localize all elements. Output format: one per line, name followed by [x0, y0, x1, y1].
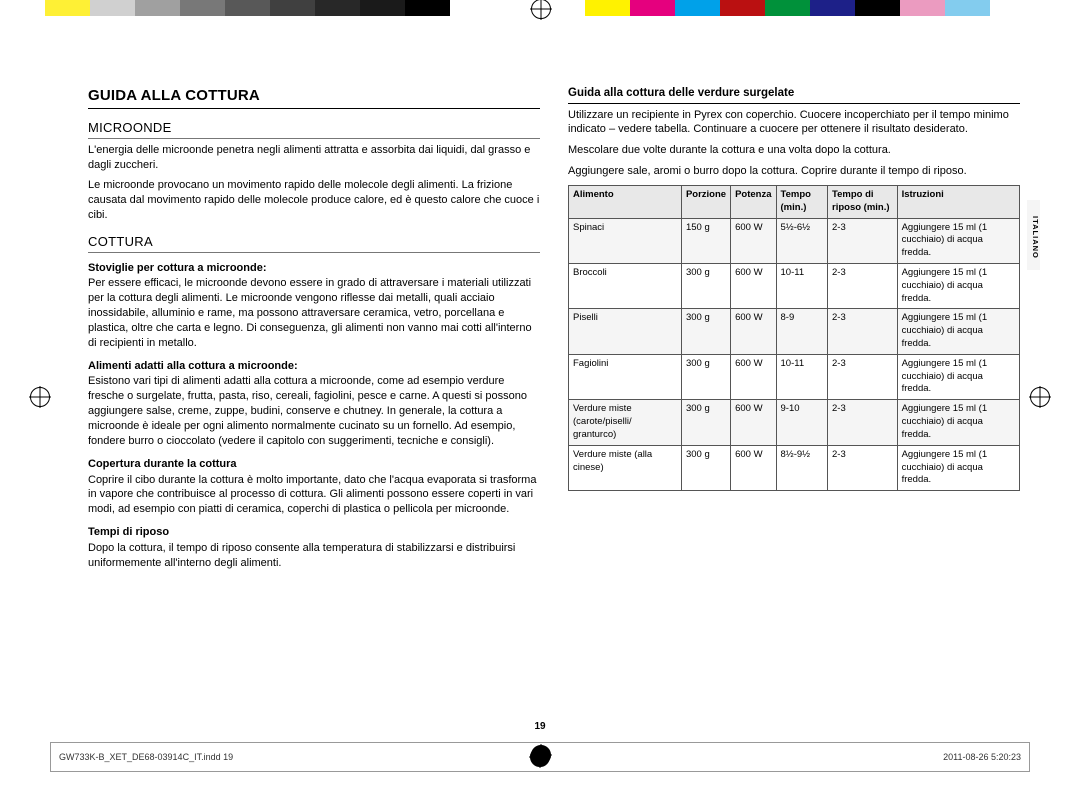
- footer-right: 2011-08-26 5:20:23: [943, 752, 1021, 762]
- table-cell: 300 g: [681, 445, 730, 490]
- para: Utilizzare un recipiente in Pyrex con co…: [568, 108, 1020, 138]
- table-cell: 600 W: [731, 445, 776, 490]
- table-cell: Fagiolini: [569, 354, 682, 399]
- para: Aggiungere sale, aromi o burro dopo la c…: [568, 164, 1020, 179]
- table-header: Istruzioni: [897, 185, 1019, 218]
- table-cell: 2-3: [828, 263, 898, 308]
- table-cell: 600 W: [731, 218, 776, 263]
- table-row: Broccoli300 g600 W10-112-3Aggiungere 15 …: [569, 263, 1020, 308]
- section-microonde: MICROONDE: [88, 119, 540, 139]
- footer-left: GW733K-B_XET_DE68-03914C_IT.indd 19: [59, 752, 233, 762]
- para: L'energia delle microonde penetra negli …: [88, 143, 540, 173]
- table-cell: 2-3: [828, 309, 898, 354]
- reg-left: [30, 387, 50, 407]
- table-cell: 300 g: [681, 400, 730, 445]
- para: Le microonde provocano un movimento rapi…: [88, 178, 540, 223]
- page-title: GUIDA ALLA COTTURA: [88, 86, 540, 109]
- para: Mescolare due volte durante la cottura e…: [568, 143, 1020, 158]
- subhead: Alimenti adatti alla cottura a microonde…: [88, 359, 540, 374]
- table-cell: 10-11: [776, 263, 827, 308]
- table-cell: 600 W: [731, 309, 776, 354]
- para: Per essere efficaci, le microonde devono…: [88, 276, 540, 350]
- table-cell: 600 W: [731, 263, 776, 308]
- para: Esistono vari tipi di alimenti adatti al…: [88, 374, 540, 448]
- table-header: Tempo di riposo (min.): [828, 185, 898, 218]
- table-cell: 2-3: [828, 445, 898, 490]
- table-cell: Aggiungere 15 ml (1 cucchiaio) di acqua …: [897, 445, 1019, 490]
- table-cell: 8-9: [776, 309, 827, 354]
- table-cell: 300 g: [681, 354, 730, 399]
- table-cell: Aggiungere 15 ml (1 cucchiaio) di acqua …: [897, 309, 1019, 354]
- right-column: Guida alla cottura delle verdure surgela…: [568, 86, 1020, 722]
- table-cell: 2-3: [828, 218, 898, 263]
- table-row: Verdure miste (carote/piselli/ granturco…: [569, 400, 1020, 445]
- table-row: Verdure miste (alla cinese)300 g600 W8½-…: [569, 445, 1020, 490]
- table-cell: Spinaci: [569, 218, 682, 263]
- para: Coprire il cibo durante la cottura è mol…: [88, 473, 540, 518]
- table-cell: 2-3: [828, 354, 898, 399]
- table-cell: Aggiungere 15 ml (1 cucchiaio) di acqua …: [897, 354, 1019, 399]
- table-cell: 5½-6½: [776, 218, 827, 263]
- table-cell: 150 g: [681, 218, 730, 263]
- table-header: Tempo (min.): [776, 185, 827, 218]
- table-header: Alimento: [569, 185, 682, 218]
- right-heading: Guida alla cottura delle verdure surgela…: [568, 86, 1020, 104]
- subhead: Copertura durante la cottura: [88, 457, 540, 472]
- reg-footer: [530, 747, 550, 767]
- cooking-table: AlimentoPorzionePotenzaTempo (min.)Tempo…: [568, 185, 1020, 491]
- section-cottura: COTTURA: [88, 233, 540, 253]
- reg-top: [531, 0, 551, 19]
- page-content: GUIDA ALLA COTTURA MICROONDE L'energia d…: [88, 86, 1020, 722]
- table-header: Porzione: [681, 185, 730, 218]
- table-cell: 600 W: [731, 400, 776, 445]
- subhead: Stoviglie per cottura a microonde:: [88, 261, 540, 276]
- table-cell: Aggiungere 15 ml (1 cucchiaio) di acqua …: [897, 263, 1019, 308]
- subhead: Tempi di riposo: [88, 525, 540, 540]
- table-row: Spinaci150 g600 W5½-6½2-3Aggiungere 15 m…: [569, 218, 1020, 263]
- table-cell: Verdure miste (alla cinese): [569, 445, 682, 490]
- table-cell: Piselli: [569, 309, 682, 354]
- left-column: GUIDA ALLA COTTURA MICROONDE L'energia d…: [88, 86, 540, 722]
- para: Dopo la cottura, il tempo di riposo cons…: [88, 541, 540, 571]
- table-cell: Verdure miste (carote/piselli/ granturco…: [569, 400, 682, 445]
- reg-right: [1030, 387, 1050, 407]
- table-header: Potenza: [731, 185, 776, 218]
- table-cell: 2-3: [828, 400, 898, 445]
- language-tab: ITALIANO: [1027, 200, 1040, 270]
- table-cell: Aggiungere 15 ml (1 cucchiaio) di acqua …: [897, 218, 1019, 263]
- table-row: Piselli300 g600 W8-92-3Aggiungere 15 ml …: [569, 309, 1020, 354]
- table-row: Fagiolini300 g600 W10-112-3Aggiungere 15…: [569, 354, 1020, 399]
- footer-bar: GW733K-B_XET_DE68-03914C_IT.indd 19 2011…: [50, 742, 1030, 772]
- table-cell: 9-10: [776, 400, 827, 445]
- table-cell: 10-11: [776, 354, 827, 399]
- table-cell: 300 g: [681, 263, 730, 308]
- table-cell: 8½-9½: [776, 445, 827, 490]
- page-number: 19: [534, 721, 545, 732]
- table-cell: Aggiungere 15 ml (1 cucchiaio) di acqua …: [897, 400, 1019, 445]
- table-cell: Broccoli: [569, 263, 682, 308]
- table-cell: 600 W: [731, 354, 776, 399]
- table-cell: 300 g: [681, 309, 730, 354]
